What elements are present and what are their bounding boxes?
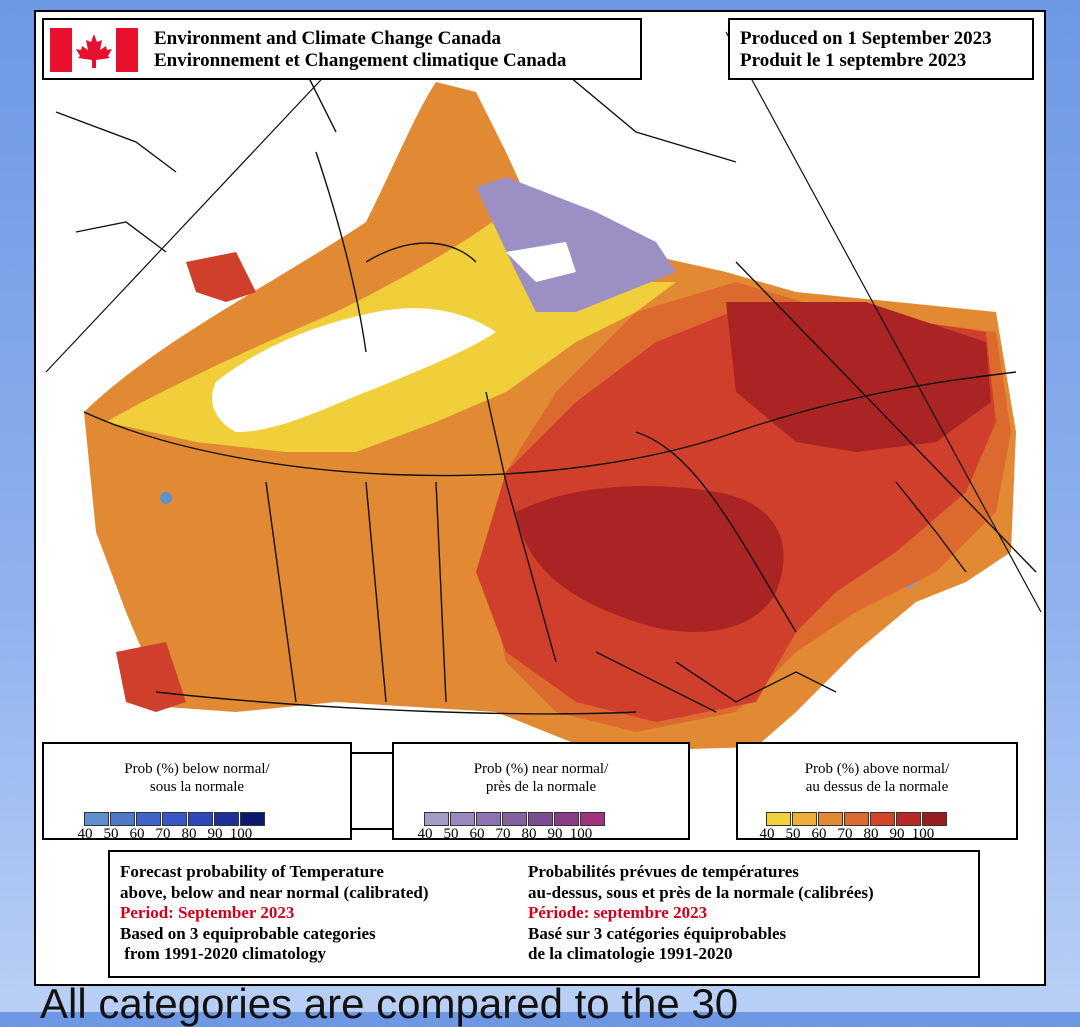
agency-header: Environment and Climate Change Canada En… — [42, 18, 642, 80]
legend-near-tick: 50 — [443, 826, 459, 842]
note-fr-line1: Probabilités prévues de températures — [528, 862, 799, 881]
legend-above-tick: 60 — [811, 826, 827, 842]
legend-below-tick: 40 — [77, 826, 93, 842]
caption-text: All categories are compared to the 30 — [40, 980, 739, 1027]
canada-flag-icon — [50, 28, 138, 72]
produced-date-fr: Produit le 1 septembre 2023 — [740, 50, 967, 71]
legend-below-title-fr: sous la normale — [149, 779, 245, 795]
region-near-normal — [476, 177, 676, 312]
note-en-line5: from 1991-2020 climatology — [120, 944, 327, 963]
legend-below-swatch — [162, 812, 187, 826]
legend-below-swatch — [84, 812, 109, 826]
produced-date-en: Produced on 1 September 2023 — [740, 28, 992, 49]
note-en-period: Period: September 2023 — [120, 903, 295, 922]
legend-near-swatch — [502, 812, 527, 826]
legend-above-title: Prob (%) above normal/ au dessus de la n… — [738, 760, 1016, 796]
note-en-line4: Based on 3 equiprobable categories — [120, 923, 376, 943]
forecast-notes: Forecast probability of Temperature abov… — [108, 850, 980, 978]
legend-above-tick: 50 — [785, 826, 801, 842]
region-above-80-west — [116, 642, 186, 712]
produced-date-box: Produced on 1 September 2023 Produit le … — [728, 18, 1034, 80]
legend-below-swatch — [214, 812, 239, 826]
region-no-signal — [212, 308, 496, 432]
legend-above-title-fr: au dessus de la normale — [805, 779, 949, 795]
legend-below-tick: 90 — [207, 826, 223, 842]
notes-english: Forecast probability of Temperature abov… — [120, 862, 429, 965]
legend-above-tick: 100 — [911, 826, 935, 842]
legend-near-swatch — [554, 812, 579, 826]
legend-near-swatch — [580, 812, 605, 826]
legend-below-swatch — [188, 812, 213, 826]
legend-near-title-fr: près de la normale — [485, 779, 597, 795]
legend-near-swatch — [424, 812, 449, 826]
legend-below-normal: Prob (%) below normal/ sous la normale 4… — [42, 742, 352, 842]
legend-near-swatch — [450, 812, 475, 826]
legend-below-tick: 50 — [103, 826, 119, 842]
legend-above-title-en: Prob (%) above normal/ — [804, 761, 950, 777]
legend-above-swatch — [870, 812, 895, 826]
legend-below-title: Prob (%) below normal/ sous la normale — [44, 760, 350, 796]
region-above-80-north — [186, 252, 256, 302]
note-fr-line2: au-dessus, sous et près de la normale (c… — [528, 882, 874, 902]
legend-near-swatch — [528, 812, 553, 826]
canada-temperature-map — [45, 31, 1042, 752]
legend-above-tick: 80 — [863, 826, 879, 842]
legend-above-normal: Prob (%) above normal/ au dessus de la n… — [736, 742, 1018, 842]
projection-outline — [45, 31, 1042, 613]
note-en-line1: Forecast probability of Temperature — [120, 862, 384, 881]
legend-near-title: Prob (%) near normal/ près de la normale — [394, 760, 688, 796]
legend-near-tick: 90 — [547, 826, 563, 842]
legend-above-tick: 90 — [889, 826, 905, 842]
agency-name-fr: Environnement et Changement climatique C… — [154, 50, 567, 71]
region-above-90-core — [516, 486, 784, 632]
note-fr-period: Période: septembre 2023 — [528, 903, 708, 922]
legend-below-swatch — [110, 812, 135, 826]
legend-above-swatch — [818, 812, 843, 826]
legend-below-tick: 80 — [181, 826, 197, 842]
note-fr-line5: de la climatologie 1991-2020 — [528, 944, 733, 963]
legend-below-tick: 70 — [155, 826, 171, 842]
agency-name-en: Environment and Climate Change Canada — [154, 28, 501, 49]
legend-near-title-en: Prob (%) near normal/ — [473, 761, 609, 777]
legend-near-normal: Prob (%) near normal/ près de la normale… — [392, 742, 690, 842]
legend-near-swatch — [476, 812, 501, 826]
region-no-signal-2 — [506, 242, 576, 282]
legend-above-swatch — [766, 812, 791, 826]
legend-below-swatch — [136, 812, 161, 826]
notes-french: Probabilités prévues de températures au-… — [528, 862, 874, 965]
legend-spacer — [352, 752, 394, 830]
legend-below-swatch — [240, 812, 265, 826]
legend-above-swatch — [896, 812, 921, 826]
legend-above-ticks: 40 50 60 70 80 90 100 — [754, 826, 936, 842]
legend-above-swatch — [922, 812, 947, 826]
legend-above-tick: 70 — [837, 826, 853, 842]
legend-near-ticks: 40 50 60 70 80 90 100 — [412, 826, 594, 842]
legend-above-swatch — [844, 812, 869, 826]
legend-near-tick: 60 — [469, 826, 485, 842]
region-below-normal-dot — [160, 492, 172, 504]
legend-below-title-en: Prob (%) below normal/ — [124, 761, 270, 777]
legend-above-swatch — [792, 812, 817, 826]
legend-above-tick: 40 — [759, 826, 775, 842]
note-fr-line4: Basé sur 3 catégories équiprobables — [528, 923, 787, 943]
legend-near-tick: 100 — [569, 826, 593, 842]
legend-near-tick: 70 — [495, 826, 511, 842]
forecast-map-frame: Environment and Climate Change Canada En… — [34, 10, 1046, 986]
note-en-line2: above, below and near normal (calibrated… — [120, 882, 429, 902]
legend-below-tick: 60 — [129, 826, 145, 842]
map-boundaries — [55, 31, 1037, 715]
legend-near-tick: 40 — [417, 826, 433, 842]
legend-below-ticks: 40 50 60 70 80 90 100 — [72, 826, 254, 842]
legend-above-swatches — [766, 812, 948, 826]
legend-below-tick: 100 — [229, 826, 253, 842]
legend-near-tick: 80 — [521, 826, 537, 842]
legend-near-swatches — [424, 812, 606, 826]
legend-below-swatches — [84, 812, 266, 826]
